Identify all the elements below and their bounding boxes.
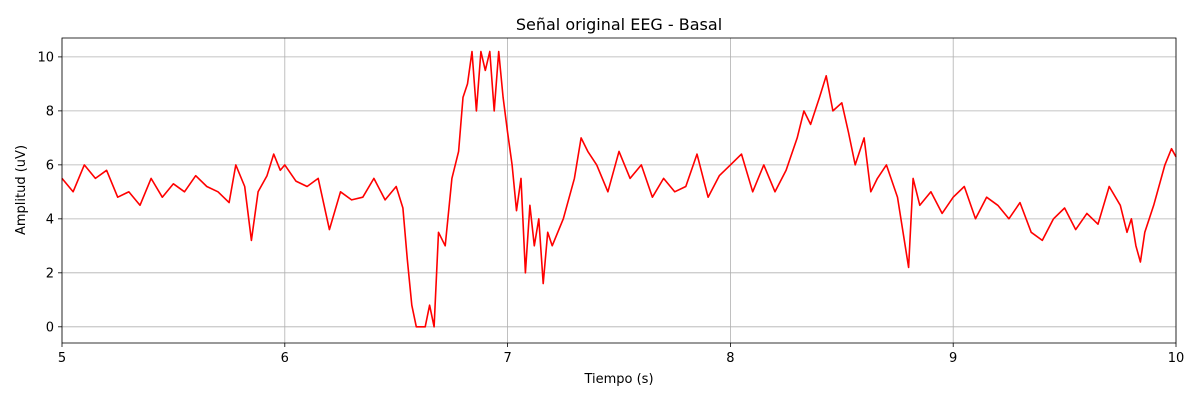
y-axis-label: Amplitud (uV) xyxy=(14,145,29,235)
series-layer xyxy=(61,50,1177,328)
y-tick-label: 6 xyxy=(46,158,54,173)
x-tick-label: 9 xyxy=(949,351,957,366)
y-ticks: 0 2 4 6 8 10 xyxy=(37,50,62,335)
y-tick-label: 0 xyxy=(46,320,54,335)
y-tick-label: 10 xyxy=(37,50,54,65)
y-tick-label: 4 xyxy=(46,212,54,227)
x-tick-label: 6 xyxy=(281,351,289,366)
x-tick-label: 5 xyxy=(58,351,66,366)
x-axis-label: Tiempo (s) xyxy=(583,372,653,387)
x-tick-label: 10 xyxy=(1168,351,1185,366)
plot-frame xyxy=(61,37,1177,344)
y-tick-label: 2 xyxy=(46,266,54,281)
grid xyxy=(61,38,1177,343)
chart-title: Señal original EEG - Basal xyxy=(516,15,722,34)
x-tick-label: 7 xyxy=(503,351,511,366)
y-tick-label: 8 xyxy=(46,104,54,119)
x-ticks: 5 6 7 8 9 10 xyxy=(58,343,1184,366)
x-tick-label: 8 xyxy=(726,351,734,366)
eeg-signal-line xyxy=(61,50,1177,328)
